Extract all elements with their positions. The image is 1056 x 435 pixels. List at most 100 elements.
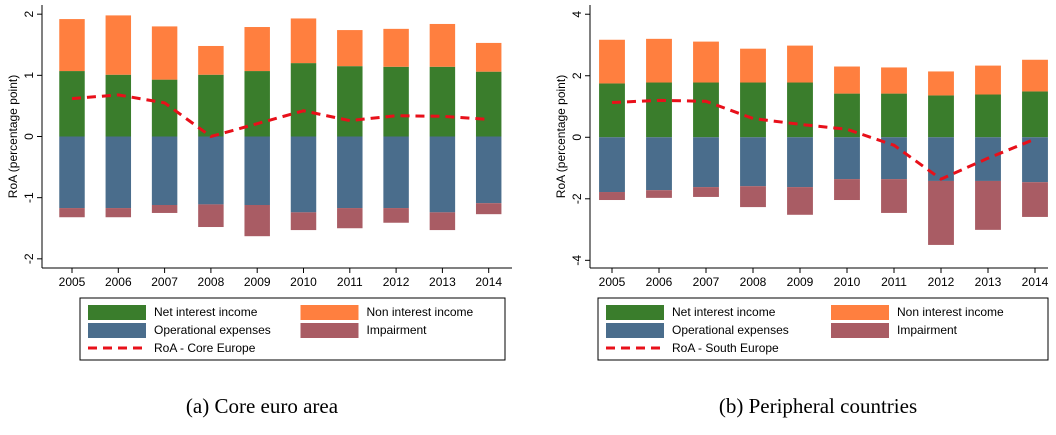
bar-segment [834,93,860,138]
y-tick-label: -2 [22,253,36,264]
bar-segment [198,204,224,228]
x-tick-label: 2008 [740,275,767,289]
bar-segment [693,187,719,197]
bar-segment [975,180,1001,230]
bar-segment [198,74,224,137]
bar-segment [975,94,1001,138]
bar-segment [59,71,85,137]
bar-segment [151,79,178,137]
bar-segment [646,190,672,198]
x-tick-label: 2014 [1022,275,1049,289]
y-tick-label: -1 [22,192,36,203]
bar-segment [881,93,907,138]
x-tick-label: 2005 [599,275,626,289]
bar-segment [429,66,456,137]
x-tick-label: 2009 [787,275,814,289]
legend-swatch [88,323,146,338]
bar-segment [244,71,270,137]
bar-segment [740,48,766,83]
bar-segment [198,136,224,205]
bar-segment [244,205,270,237]
x-tick-label: 2008 [198,275,225,289]
x-tick-label: 2005 [59,275,86,289]
legend-swatch [831,323,889,338]
bar-segment [383,208,409,223]
x-tick-label: 2007 [151,275,178,289]
x-tick-label: 2013 [975,275,1002,289]
x-tick-label: 2007 [693,275,720,289]
bar-segment [740,137,766,187]
bar-segment [881,67,907,94]
x-tick-label: 2006 [646,275,673,289]
bar-segment [475,42,502,72]
x-tick-label: 2012 [928,275,955,289]
bar-segment [928,180,954,245]
y-axis-label: RoA (percentage point) [6,75,20,198]
legend-swatch [831,305,889,320]
bar-segment [834,179,860,201]
bar-segment [244,136,270,206]
y-tick-label: -4 [570,255,584,266]
legend-box [597,297,1049,361]
bar-segment [1022,182,1048,217]
bar-segment [787,82,813,138]
x-tick-label: 2010 [290,275,317,289]
bar-segment [59,136,85,209]
bar-segment [599,39,625,84]
legend-swatch [606,305,664,320]
legend-label: Non interest income [367,305,474,319]
x-tick-label: 2006 [105,275,132,289]
bar-segment [383,136,409,209]
legend-swatch [300,323,359,338]
bar-segment [881,137,907,180]
legend-box [79,297,506,361]
bar-segment [337,136,363,209]
bar-segment [151,26,178,80]
bar-segment [646,137,672,191]
bar-segment [383,28,409,67]
bar-segment [429,23,456,67]
caption: (b) Peripheral countries [719,394,917,418]
bar-segment [337,208,363,229]
bar-segment [337,66,363,137]
y-tick-label: 4 [570,11,584,18]
bar-segment [928,71,954,96]
x-tick-label: 2010 [834,275,861,289]
y-tick-label: 0 [22,133,36,140]
legend-label: RoA - Core Europe [154,341,256,355]
legend-label: Operational expenses [154,323,271,337]
y-tick-label: -2 [570,193,584,204]
caption: (a) Core euro area [186,394,339,418]
bar-segment [429,136,456,213]
x-tick-label: 2011 [337,275,363,289]
legend-swatch [606,323,664,338]
bar-segment [599,137,625,193]
bar-segment [881,179,907,213]
bar-segment [740,82,766,138]
bar-segment [1022,137,1048,183]
bar-segment [740,186,766,208]
bar-segment [383,66,409,137]
x-tick-label: 2014 [475,275,502,289]
bar-segment [787,187,813,215]
bar-segment [599,83,625,138]
bar-segment [290,18,317,64]
bar-segment [1022,91,1048,138]
bar-segment [475,71,502,137]
bar-segment [198,45,224,75]
bar-segment [646,82,672,138]
legend-label: RoA - South Europe [672,341,779,355]
bar-segment [599,192,625,201]
y-tick-label: 2 [570,72,584,79]
x-tick-label: 2011 [881,275,907,289]
bar-segment [290,63,317,137]
x-tick-label: 2013 [429,275,456,289]
bar-segment [244,27,270,72]
roa-line [71,93,489,139]
bar-segment [787,45,813,83]
bar-segment [646,38,672,83]
y-tick-label: 2 [22,11,36,18]
legend-label: Impairment [367,323,428,337]
bar-segment [693,82,719,138]
